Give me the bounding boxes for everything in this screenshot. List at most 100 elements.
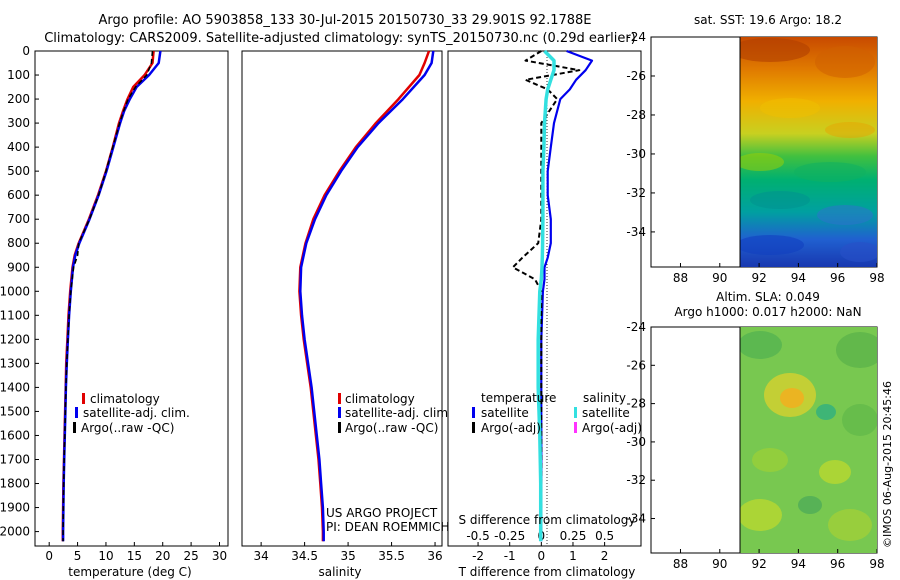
legend-salinity-title: salinity [583,391,626,405]
depth-tick-label: 1700 [0,452,30,466]
header-line2: Climatology: CARS2009. Satellite-adjuste… [44,31,636,46]
map-lon-label: 90 [712,557,727,571]
sdiff-tick-label: 0.5 [595,529,614,543]
depth-tick-label: 1600 [0,428,30,442]
temperature-panel: 0100200300400500600700800900100011001200… [0,44,229,579]
map-lat-label: -24 [626,320,646,334]
legend-argo-label: Argo(..raw -QC) [81,421,174,435]
depth-tick-label: 1000 [0,284,30,298]
map-lat-label: -26 [626,69,646,83]
map-lon-label: 98 [869,557,884,571]
sla-map-panel: Altim. SLA: 0.049 Argo h1000: 0.017 h200… [626,290,884,571]
legend-satellite-swatch [338,407,341,418]
map-lon-label: 94 [791,271,806,285]
depth-tick-label: 700 [7,212,30,226]
tdiff-x-tick-label: 1 [569,549,577,563]
legend-argo-swatch [338,422,341,433]
sdiff-tick-label: 0.25 [560,529,587,543]
temperature-x-axis: 0 5 10 15 20 25 30 [45,542,227,563]
difference-panel: -2 -1 0 1 2-0.5 -0.25 0 0.25 0.5 S difference fr… [447,49,642,579]
depth-axis: 0 100 200 300 400 500 600 700 800 900 1000 1100 1200… [0,44,39,539]
legend-temp-argo-label: Argo(-adj) [481,421,541,435]
depth-tick-label: 300 [7,116,30,130]
tdiff-argo-line [511,50,581,542]
salinity-x-axis: 34 34.5 35 35.5 36 [253,542,443,563]
map-lat-label: -32 [626,473,646,487]
legend-climatology-swatch [338,393,341,404]
map-lon-label: 96 [830,271,845,285]
map-lon-label: 96 [830,557,845,571]
temperature-x-tick-label: 30 [212,549,227,563]
salinity-x-tick-label: 34.5 [291,549,318,563]
legend-satellite-label: satellite-adj. clim. [83,406,190,420]
temperature-x-tick-label: 0 [45,549,53,563]
map-lat-label: -30 [626,435,646,449]
sst-map-title: sat. SST: 19.6 Argo: 18.2 [694,13,842,27]
temperature-axes-box [34,50,229,547]
salinity-xlabel: salinity [318,565,361,579]
map-lon-label: 94 [791,557,806,571]
sdiff-tick-label: -0.5 [466,529,489,543]
salinity-legend: climatology satellite-adj. clim. Argo(..… [338,392,452,435]
map-lat-label: -28 [626,108,646,122]
salinity-axes-box [241,50,443,547]
legend-sal-satellite-swatch [574,407,577,418]
s-difference-label: S difference from climatology [459,513,636,527]
credit-project: US ARGO PROJECT [326,506,438,520]
sst-texture [740,38,877,262]
tdiff-x-tick-label: 2 [601,549,609,563]
map-lon-label: 88 [673,557,688,571]
depth-tick-label: 0 [22,44,30,58]
map-lat-label: -24 [626,30,646,44]
legend-sal-argo-swatch [574,422,577,433]
sla-map-title2: Argo h1000: 0.017 h2000: NaN [674,305,861,319]
sla-map-title1: Altim. SLA: 0.049 [716,290,820,304]
sdiff-tick-label: -0.25 [494,529,525,543]
difference-legend: temperature salinity satellite Argo(-adj… [472,391,642,435]
depth-tick-label: 1300 [0,356,30,370]
sst-map-panel: sat. SST: 19.6 Argo: 18.2 [626,13,884,285]
depth-tick-label: 2000 [0,525,30,539]
difference-x-axis: -2 -1 0 1 2-0.5 -0.25 0 0.25 0.5 [466,529,614,563]
map-lon-label: 90 [712,271,727,285]
legend-temp-satellite-label: satellite [481,406,529,420]
temperature-curves [61,50,162,542]
legend-climatology-swatch [82,393,85,404]
salinity-x-tick-label: 34 [253,549,268,563]
legend-sal-satellite-label: satellite [582,406,630,420]
depth-tick-label: 1400 [0,380,30,394]
temperature-x-tick-label: 20 [155,549,170,563]
salinity-x-tick-label: 36 [427,549,442,563]
legend-satellite-swatch [75,407,78,418]
depth-tick-label: 400 [7,140,30,154]
legend-sal-argo-label: Argo(-adj) [582,421,642,435]
salinity-x-tick-label: 35.5 [378,549,405,563]
legend-temperature-title: temperature [481,391,556,405]
legend-argo-label: Argo(..raw -QC) [345,421,438,435]
legend-satellite-label: satellite-adj. clim. [345,406,452,420]
map-lat-label: -34 [626,512,646,526]
salinity-x-tick-label: 35 [340,549,355,563]
depth-tick-label: 800 [7,236,30,250]
tdiff-x-tick-label: -2 [472,549,484,563]
temp-satellite-line [61,50,162,542]
tdiff-x-tick-label: -1 [504,549,516,563]
legend-climatology-label: climatology [345,392,415,406]
credit-pi: PI: DEAN ROEMMICH [326,520,449,534]
depth-tick-label: 1800 [0,477,30,491]
salinity-panel: 34 34.5 35 35.5 36 salinity climatology sate… [241,50,452,579]
depth-tick-label: 200 [7,92,30,106]
temperature-x-tick-label: 10 [98,549,113,563]
temp-argo-line [62,50,154,542]
legend-temp-satellite-swatch [472,407,475,418]
depth-tick-label: 900 [7,260,30,274]
t-difference-xlabel: T difference from climatology [458,565,636,579]
temperature-x-tick-label: 25 [183,549,198,563]
depth-tick-label: 1200 [0,332,30,346]
sla-texture [740,331,877,541]
temperature-legend: climatology satellite-adj. clim. Argo(..… [73,392,190,435]
sst-map-axes: -24 -26 -28 -30 -32 -34 88 90 92 94 96 98 [626,30,884,285]
temperature-x-tick-label: 5 [74,549,82,563]
temperature-x-tick-label: 15 [127,549,142,563]
